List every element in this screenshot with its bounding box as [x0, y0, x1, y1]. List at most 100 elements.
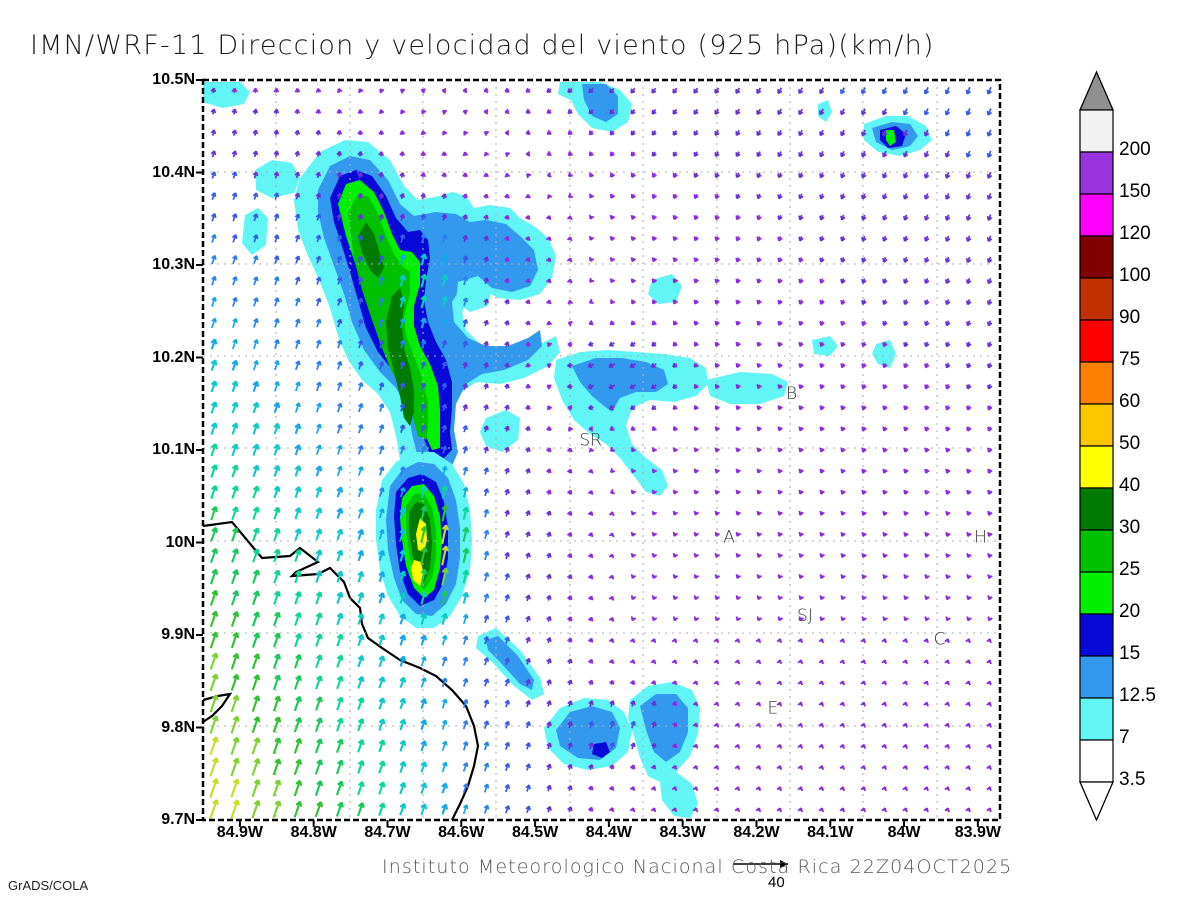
- wind-vector-head: [253, 757, 261, 765]
- wind-vector-head: [587, 532, 594, 538]
- wind-vector-head: [399, 234, 406, 239]
- wind-vector-head: [630, 552, 637, 558]
- wind-vector-head: [965, 786, 971, 792]
- wind-vector: [273, 612, 280, 627]
- wind-vector-head: [819, 426, 825, 432]
- wind-vector-head: [546, 87, 552, 93]
- wind-vector-head: [587, 806, 594, 812]
- wind-vector-head: [546, 594, 552, 600]
- wind-vector-head: [777, 152, 783, 158]
- wind-vector-head: [462, 255, 469, 261]
- wind-vector-head: [231, 464, 239, 471]
- wind-vector-head: [441, 233, 448, 239]
- wind-vector-head: [819, 384, 825, 390]
- wind-vector-head: [777, 299, 783, 305]
- y-tick-label: 10.3N: [152, 256, 195, 273]
- wind-vector: [209, 673, 218, 692]
- wind-vector: [273, 633, 280, 648]
- wind-vector-head: [944, 786, 950, 792]
- wind-vector-head: [608, 532, 615, 538]
- wind-vector-head: [798, 363, 804, 369]
- wind-vector-head: [232, 778, 240, 785]
- wind-vector-head: [713, 786, 720, 792]
- wind-vector-head: [483, 550, 490, 556]
- wind-vector-head: [924, 236, 930, 242]
- wind-vector-head: [483, 362, 489, 368]
- wind-vector-head: [525, 320, 531, 326]
- wind-vector-head: [840, 405, 846, 411]
- wind-vector: [441, 545, 448, 566]
- wind-vector-head: [379, 508, 385, 514]
- wind-vector-head: [714, 152, 720, 158]
- wind-vector-head: [315, 192, 322, 198]
- contour-band-30: [411, 560, 424, 586]
- wind-vector-head: [483, 593, 490, 599]
- wind-vector-head: [987, 405, 993, 411]
- wind-vector-head: [357, 612, 365, 620]
- wind-vector-head: [567, 721, 573, 727]
- wind-vector-head: [378, 109, 385, 115]
- wind-vector-head: [818, 722, 824, 728]
- wind-vector-head: [231, 87, 238, 93]
- colorbar-band: [1079, 109, 1114, 153]
- wind-vector-head: [462, 719, 469, 725]
- wind-vector-head: [986, 342, 993, 348]
- wind-vector-head: [819, 89, 825, 95]
- wind-vector-head: [504, 383, 510, 389]
- wind-vector-head: [881, 765, 887, 771]
- wind-vector-head: [294, 87, 301, 93]
- wind-vector: [231, 548, 238, 563]
- wind-vector-head: [671, 701, 678, 707]
- wind-vector-head: [504, 657, 510, 663]
- wind-vector-head: [861, 173, 867, 179]
- wind-vector-head: [945, 510, 951, 516]
- wind-vector-head: [525, 425, 531, 431]
- wind-vector-head: [315, 549, 323, 556]
- wind-vector-head: [714, 468, 721, 474]
- wind-vector: [314, 717, 322, 733]
- wind-vector-head: [672, 278, 679, 284]
- wind-vector-head: [923, 680, 929, 686]
- wind-vector-head: [777, 405, 783, 411]
- wind-vector-head: [336, 633, 344, 640]
- wind-vector-head: [504, 362, 510, 368]
- wind-vector-head: [337, 423, 343, 429]
- wind-vector-head: [881, 110, 888, 116]
- wind-vector-head: [587, 383, 593, 390]
- contour-band-15: [886, 130, 896, 146]
- wind-vector-head: [860, 722, 866, 728]
- wind-vector-head: [316, 423, 322, 429]
- wind-vector: [336, 655, 343, 668]
- wind-vector-head: [253, 359, 259, 365]
- wind-vector-head: [357, 633, 365, 641]
- wind-vector: [231, 443, 238, 457]
- wind-vector-head: [546, 742, 552, 748]
- wind-vector-head: [525, 299, 531, 305]
- wind-vector-head: [903, 300, 909, 306]
- wind-vector: [378, 781, 385, 795]
- wind-vector-head: [253, 255, 259, 261]
- wind-vector-head: [420, 382, 427, 388]
- wind-vector-head: [252, 380, 260, 387]
- wind-vector-head: [923, 722, 929, 728]
- wind-vector-head: [630, 320, 636, 326]
- wind-vector-head: [420, 465, 427, 471]
- wind-vector-head: [211, 568, 219, 575]
- wind-vector-head: [924, 553, 930, 559]
- wind-vector-head: [965, 743, 971, 749]
- wind-vector-head: [629, 764, 636, 770]
- wind-vector-head: [652, 447, 658, 453]
- wind-vector-head: [777, 236, 783, 242]
- wind-vector-head: [315, 675, 323, 682]
- wind-vector-head: [714, 109, 720, 115]
- wind-vector-head: [944, 638, 950, 644]
- wind-vector-head: [399, 424, 406, 430]
- wind-vector-head: [672, 595, 679, 601]
- wind-vector-head: [693, 236, 699, 242]
- wind-vector-head: [986, 765, 992, 771]
- wind-vector-head: [483, 425, 489, 431]
- wind-vector-head: [525, 87, 531, 93]
- wind-vector-head: [903, 595, 909, 601]
- wind-vector-head: [462, 151, 469, 157]
- wind-vector-head: [567, 679, 573, 685]
